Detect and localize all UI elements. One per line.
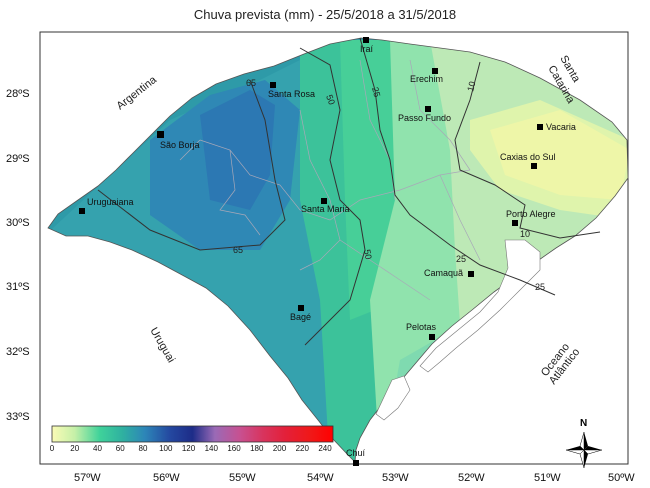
cities: Iraí Erechim Santa Rosa Passo Fundo Vaca… bbox=[79, 37, 576, 466]
city-vacaria[interactable]: Vacaria bbox=[537, 122, 576, 132]
lon-tick: 51ºW bbox=[534, 472, 561, 484]
lon-tick: 52ºW bbox=[458, 472, 485, 484]
lat-axis: 28ºS 29ºS 30ºS 31ºS 32ºS 33ºS bbox=[6, 88, 30, 423]
city-label: Erechim bbox=[410, 74, 443, 84]
city-santa-rosa[interactable]: Santa Rosa bbox=[268, 82, 315, 99]
lon-tick: 54ºW bbox=[307, 472, 334, 484]
isoline-label: 25 bbox=[456, 254, 466, 264]
colorbar-tick: 160 bbox=[227, 444, 241, 453]
lon-tick: 55ºW bbox=[229, 472, 256, 484]
city-chui[interactable]: Chuí bbox=[346, 448, 366, 466]
city-pelotas[interactable]: Pelotas bbox=[406, 322, 437, 340]
city-bage[interactable]: Bagé bbox=[290, 305, 311, 322]
city-erechim[interactable]: Erechim bbox=[410, 68, 443, 84]
north-arrow-icon: N bbox=[565, 418, 603, 469]
lat-tick: 30ºS bbox=[6, 217, 30, 229]
isoline-label: 50 bbox=[324, 93, 337, 106]
lon-axis: 57ºW 56ºW 55ºW 54ºW 53ºW 52ºW 51ºW 50ºW bbox=[74, 472, 635, 484]
colorbar-tick: 20 bbox=[70, 444, 79, 453]
city-label: Camaquã bbox=[424, 268, 463, 278]
city-caxias-do-sul[interactable]: Caxias do Sul bbox=[500, 152, 556, 169]
city-label: Bagé bbox=[290, 312, 311, 322]
lat-tick: 29ºS bbox=[6, 153, 30, 165]
colorbar-tick: 100 bbox=[159, 444, 173, 453]
map-title: Chuva prevista (mm) - 25/5/2018 a 31/5/2… bbox=[193, 7, 457, 22]
lat-tick: 31ºS bbox=[6, 281, 30, 293]
colorbar-tick: 220 bbox=[296, 444, 310, 453]
city-label: Iraí bbox=[360, 44, 374, 54]
isoline-labels: 65 65 50 50 25 25 25 10 10 bbox=[233, 78, 545, 292]
colorbar-tick: 240 bbox=[318, 444, 332, 453]
isoline-label: 25 bbox=[535, 282, 545, 292]
isoline-label: 50 bbox=[362, 249, 374, 261]
city-passo-fundo[interactable]: Passo Fundo bbox=[398, 106, 451, 123]
lat-tick: 32ºS bbox=[6, 346, 30, 358]
colorbar-tick: 60 bbox=[116, 444, 125, 453]
city-label: Pelotas bbox=[406, 322, 437, 332]
city-label: Santa Maria bbox=[301, 204, 350, 214]
isoline-label: 10 bbox=[465, 80, 477, 92]
lat-tick: 33ºS bbox=[6, 411, 30, 423]
lon-tick: 50ºW bbox=[608, 472, 635, 484]
isolines bbox=[97, 37, 601, 346]
colorbar-tick: 40 bbox=[93, 444, 102, 453]
city-label: Vacaria bbox=[546, 122, 576, 132]
isoline-label: 10 bbox=[520, 229, 530, 239]
lon-tick: 53ºW bbox=[382, 472, 409, 484]
city-uruguaiana[interactable]: Uruguaiana bbox=[79, 197, 134, 214]
state-outline bbox=[47, 37, 629, 463]
colorbar-tick: 80 bbox=[139, 444, 148, 453]
city-sao-borja[interactable]: São Borja bbox=[157, 131, 200, 150]
colorbar-tick: 0 bbox=[50, 444, 55, 453]
city-label: São Borja bbox=[160, 140, 200, 150]
isoline-label: 65 bbox=[246, 78, 256, 88]
colorbar-tick: 140 bbox=[205, 444, 219, 453]
city-santa-maria[interactable]: Santa Maria bbox=[301, 198, 350, 214]
colorbar-tick: 200 bbox=[273, 444, 287, 453]
isoline-label: 65 bbox=[233, 245, 243, 255]
lagoa-dos-patos bbox=[419, 239, 541, 373]
city-irai[interactable]: Iraí bbox=[360, 37, 374, 54]
colorbar-tick: 180 bbox=[250, 444, 264, 453]
isoline-label: 25 bbox=[370, 86, 382, 98]
city-label: Chuí bbox=[346, 448, 366, 458]
north-label: N bbox=[580, 418, 587, 429]
city-label: Caxias do Sul bbox=[500, 152, 556, 162]
city-label: Uruguaiana bbox=[87, 197, 134, 207]
city-porto-alegre[interactable]: Porto Alegre bbox=[506, 209, 556, 226]
colorbar-tick: 120 bbox=[182, 444, 196, 453]
lat-tick: 28ºS bbox=[6, 88, 30, 100]
city-label: Passo Fundo bbox=[398, 113, 451, 123]
lon-tick: 56ºW bbox=[153, 472, 180, 484]
lon-tick: 57ºW bbox=[74, 472, 101, 484]
colorbar: 0 20 40 60 80 100 120 140 160 180 200 220 240 bbox=[50, 425, 334, 453]
city-label: Porto Alegre bbox=[506, 209, 556, 219]
city-label: Santa Rosa bbox=[268, 89, 315, 99]
lagoa-mirim bbox=[375, 375, 411, 421]
city-camaqua[interactable]: Camaquã bbox=[424, 268, 474, 278]
